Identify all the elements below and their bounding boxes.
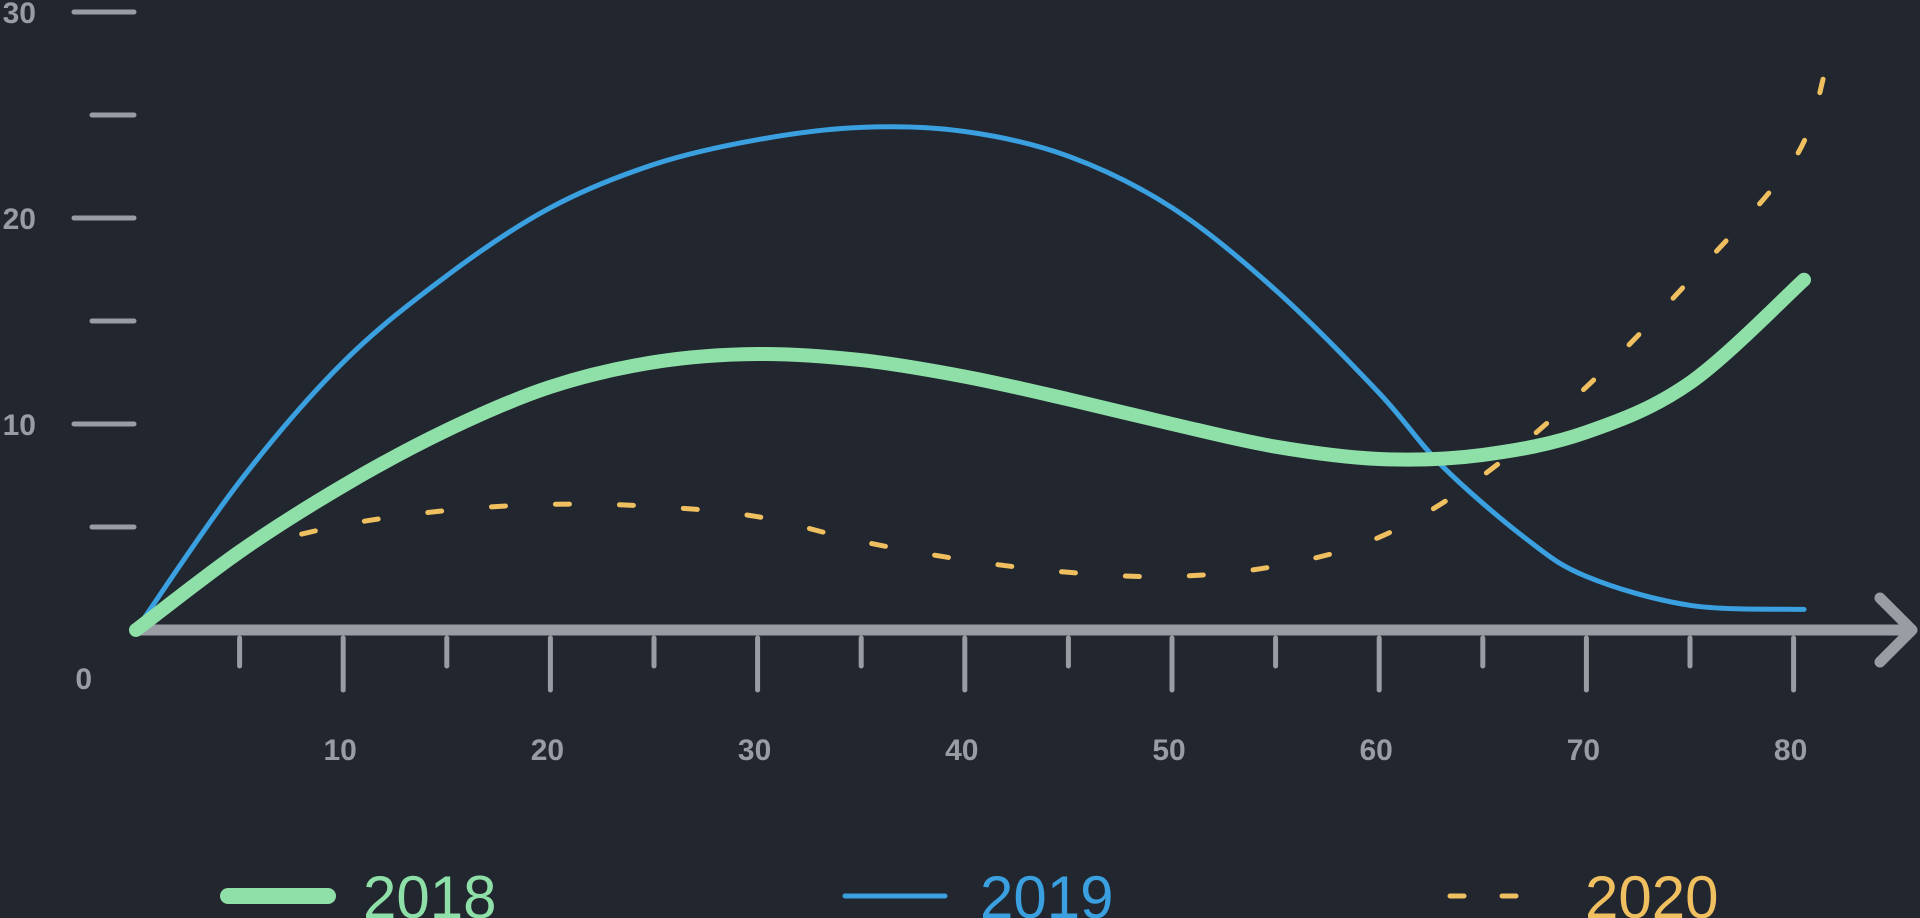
y-axis: 0 10 20 30 xyxy=(3,0,137,696)
x-tick-label: 40 xyxy=(945,734,978,767)
x-tick-label: 20 xyxy=(531,734,564,767)
y-tick-label: 30 xyxy=(3,0,36,30)
x-tick-label: 60 xyxy=(1360,734,1393,767)
legend-label-2018: 2018 xyxy=(363,864,496,918)
series-line-2018 xyxy=(129,272,1811,637)
x-tick-label: 80 xyxy=(1774,734,1807,767)
y-tick-label: 0 xyxy=(75,663,92,696)
series-line-2020 xyxy=(237,71,1828,580)
x-tick-label: 10 xyxy=(324,734,357,767)
y-tick-label: 20 xyxy=(3,203,36,236)
x-axis-arrow-icon xyxy=(1874,592,1918,668)
x-tick-label: 70 xyxy=(1567,734,1600,767)
series-line-2019 xyxy=(133,124,1807,633)
y-tick-label: 10 xyxy=(3,409,36,442)
legend-label-2020: 2020 xyxy=(1585,864,1718,918)
x-tick-label: 30 xyxy=(738,734,771,767)
legend-label-2019: 2019 xyxy=(980,864,1113,918)
series-layer xyxy=(129,71,1828,637)
legend: 2018 2019 2020 xyxy=(220,864,1718,918)
x-axis: 10 20 30 40 50 60 70 80 xyxy=(130,592,1918,767)
x-tick-label: 50 xyxy=(1152,734,1185,767)
